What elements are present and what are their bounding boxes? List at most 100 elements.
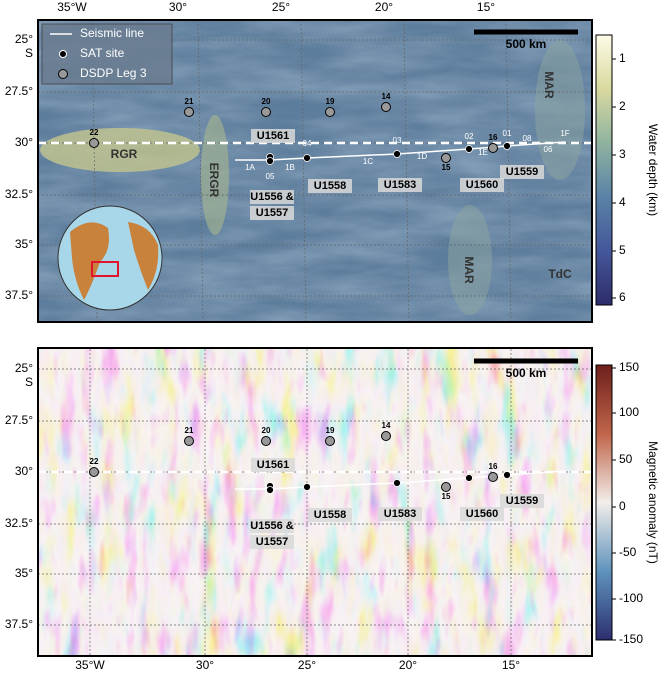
segment-label: 1C [363,157,373,166]
lon-label: 35°W [57,0,87,14]
site-label-box [250,519,294,533]
lon-label: 20° [399,658,417,672]
lat-label: 25° [15,361,33,375]
site-label-box [251,458,295,472]
dsdp-label: 15 [442,163,451,172]
colorbar-tick-label: 5 [619,243,626,257]
colorbar-tick-label: 50 [619,452,633,466]
dsdp-site [261,107,271,117]
dsdp-label: 21 [185,97,194,106]
shot-label: 03 [393,136,402,145]
lat-label: 35° [15,566,33,580]
sat-site [393,150,401,158]
map-panel: 25°S27.5°30°32.5°35°37.5°35°W 30° 25° 20° 15… [5,0,660,323]
segment-label: 1B [285,163,295,172]
sat-site [303,483,311,491]
site-label-box [308,179,352,193]
colorbar-tick-label: 4 [619,195,626,209]
sat-label: U1556 & [250,191,293,203]
site-label-box [500,494,544,508]
segment-label: 1D [417,152,427,161]
colorbar [595,364,613,641]
sat-label: U1556 & [250,520,293,532]
site-label-box [250,206,294,220]
lat-label: 32.5° [5,187,33,201]
map-panel: 25°S27.5°30°32.5°35°37.5°35°W 30° 25° 20° 15… [5,349,660,672]
lat-label: 30° [15,135,33,149]
sat-label: U1560 [466,508,498,520]
site-label-box [251,129,295,143]
dsdp-site [261,436,271,446]
sat-site [465,474,473,482]
lat-label: S [25,375,33,389]
legend-label: SAT site [80,46,125,60]
sat-site [266,157,274,165]
sat-label: U1583 [384,179,416,191]
colorbar-tick-label: -100 [619,591,643,605]
sat-label: U1557 [256,536,288,548]
lat-label: 37.5° [5,288,33,302]
lat-label: 27.5° [5,413,33,427]
colorbar-tick-label: 6 [619,290,626,304]
dsdp-label: 21 [185,426,194,435]
colorbar-title: Water depth (km) [646,124,660,216]
dsdp-label: 19 [326,426,335,435]
dsdp-label: 22 [90,128,99,137]
shot-label: 08 [523,134,532,143]
lon-label: 15° [477,0,495,14]
sat-site [393,479,401,487]
segment-label: 1E [478,148,488,157]
dsdp-label: 20 [262,426,271,435]
lat-label: 35° [15,237,33,251]
shot-label: 01 [503,129,512,138]
region-label: MAR [542,71,556,99]
region-label: MAR [462,256,476,284]
dsdp-site [381,102,391,112]
sat-label: U1561 [257,459,289,471]
legend-label: DSDP Leg 3 [80,66,147,80]
shot-label: 04 [303,139,312,148]
scale-label: 500 km [506,366,547,380]
map-frame [37,347,593,657]
dsdp-label: 16 [489,462,498,471]
lat-label: 30° [15,464,33,478]
colorbar-tick-label: 150 [619,360,639,374]
region-label: ERGR [207,163,221,198]
dsdp-site [325,436,335,446]
legend-key [58,69,68,79]
inset-globe [57,205,163,311]
dsdp-label: 14 [382,92,391,101]
sat-label: U1559 [506,495,538,507]
lon-label: 35°W [75,658,105,672]
lat-label: 25° [15,32,33,46]
colorbar-tick-label: -50 [619,545,637,559]
dsdp-site [441,153,451,163]
dsdp-site [488,472,498,482]
colorbar-tick-label: 3 [619,147,626,161]
sat-label: U1559 [506,166,538,178]
dsdp-label: 14 [382,421,391,430]
lat-label: S [25,46,33,60]
dsdp-site [381,431,391,441]
site-label-box [378,178,422,192]
dsdp-label: 22 [90,457,99,466]
lon-label: 15° [502,658,520,672]
site-label-box [460,178,504,192]
sat-label: U1583 [384,508,416,520]
sat-site [503,471,511,479]
site-label-box [250,535,294,549]
magnetic-map [38,348,592,656]
scale-label: 500 km [506,37,547,51]
colorbar-tick-label: -150 [619,632,643,646]
dsdp-label: 19 [326,97,335,106]
sat-site [465,145,473,153]
region-label: RGR [111,147,138,161]
dsdp-site [488,143,498,153]
site-label-box [460,507,504,521]
dsdp-label: 20 [262,97,271,106]
dsdp-label: 15 [442,492,451,501]
lat-label: 27.5° [5,84,33,98]
region-label: TdC [548,267,572,281]
sat-site [503,142,511,150]
sat-label: U1560 [466,179,498,191]
